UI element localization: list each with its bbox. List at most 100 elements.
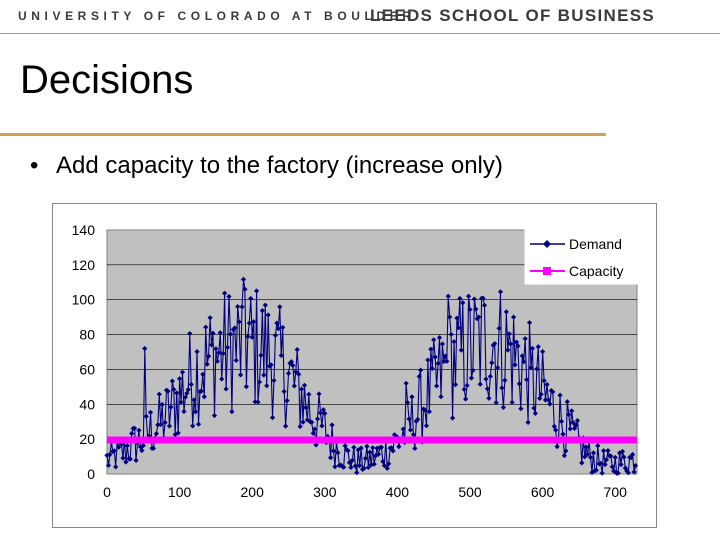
demand-point xyxy=(442,353,448,359)
demand-point xyxy=(605,448,611,454)
demand-point xyxy=(192,409,199,415)
demand-point xyxy=(365,464,371,471)
y-tick-label: 40 xyxy=(79,396,95,412)
demand-point xyxy=(233,357,239,364)
demand-point xyxy=(518,406,524,412)
demand-point xyxy=(447,314,453,320)
demand-point xyxy=(545,397,552,403)
demand-point xyxy=(297,423,303,430)
demand-point xyxy=(410,432,416,438)
demand-point xyxy=(448,331,454,338)
demand-point xyxy=(409,394,415,400)
demand-point xyxy=(564,399,570,405)
demand-point xyxy=(236,319,242,325)
x-tick-label: 0 xyxy=(103,484,111,500)
demand-point xyxy=(435,360,441,366)
demand-point xyxy=(551,423,557,430)
demand-point xyxy=(432,354,438,360)
demand-point xyxy=(223,386,229,392)
demand-point xyxy=(540,349,546,355)
demand-point xyxy=(529,345,536,352)
demand-point xyxy=(625,470,631,476)
demand-point xyxy=(278,352,284,359)
demand-point xyxy=(396,444,402,450)
demand-point xyxy=(285,370,292,377)
demand-point xyxy=(526,320,533,326)
demand-point xyxy=(484,386,491,392)
demand-point xyxy=(142,345,148,352)
demand-point xyxy=(481,302,488,308)
demand-point xyxy=(590,450,597,456)
demand-point xyxy=(521,359,527,365)
demand-point xyxy=(147,409,154,415)
demand-point xyxy=(406,416,412,422)
demand-point xyxy=(439,341,446,347)
demand-capacity-chart: 0 20 40 60 80 100 120 140 0 100 200 300 400 500 600 700… xyxy=(72,222,639,500)
y-tick-label: 140 xyxy=(72,222,96,238)
demand-point xyxy=(631,469,637,475)
demand-point xyxy=(291,383,297,389)
demand-point xyxy=(275,326,281,332)
legend-capacity-marker xyxy=(543,267,551,275)
demand-point xyxy=(573,422,579,428)
demand-point xyxy=(345,448,351,454)
demand-point xyxy=(131,425,138,431)
demand-point xyxy=(602,461,608,468)
demand-point xyxy=(567,426,573,432)
demand-point xyxy=(373,453,379,459)
demand-point xyxy=(203,324,209,330)
demand-point xyxy=(188,381,194,387)
demand-point xyxy=(516,381,522,387)
demand-point xyxy=(510,314,517,320)
demand-point xyxy=(358,445,364,451)
demand-point xyxy=(458,347,464,353)
demand-point xyxy=(471,296,477,302)
demand-point xyxy=(512,362,518,368)
y-tick-label: 80 xyxy=(79,327,95,343)
demand-point xyxy=(184,390,190,396)
demand-point xyxy=(632,463,639,469)
bullet-marker: • xyxy=(30,152,39,179)
y-tick-label: 120 xyxy=(72,257,96,273)
demand-point xyxy=(422,407,428,413)
demand-point xyxy=(505,347,511,353)
x-tick-label: 500 xyxy=(458,484,482,500)
legend-demand-label: Demand xyxy=(569,236,622,252)
x-tick-label: 400 xyxy=(386,484,410,500)
demand-point xyxy=(601,448,607,454)
demand-point xyxy=(609,464,615,470)
demand-point xyxy=(349,457,355,463)
demand-point xyxy=(179,369,186,375)
demand-point xyxy=(322,410,328,417)
demand-point xyxy=(301,382,308,388)
demand-point xyxy=(593,467,599,473)
demand-point xyxy=(487,373,493,380)
demand-point xyxy=(480,295,486,301)
demand-point xyxy=(242,286,248,292)
demand-point xyxy=(381,462,387,469)
demand-point xyxy=(113,464,119,470)
demand-point xyxy=(531,405,537,411)
demand-point xyxy=(603,457,610,463)
y-tick-label: 100 xyxy=(72,292,96,308)
demand-point xyxy=(486,395,492,401)
demand-point xyxy=(346,460,353,466)
demand-point xyxy=(445,293,451,299)
demand-point xyxy=(598,460,604,466)
demand-point xyxy=(303,404,309,411)
demand-point xyxy=(146,433,152,439)
demand-point xyxy=(361,465,367,471)
university-name: UNIVERSITY OF COLORADO AT BOULDER xyxy=(18,9,416,23)
demand-point xyxy=(304,417,310,423)
demand-point xyxy=(325,433,331,440)
demand-point xyxy=(320,407,326,413)
demand-point xyxy=(489,360,495,366)
demand-point xyxy=(403,380,409,386)
demand-point xyxy=(272,332,279,339)
demand-point xyxy=(168,404,174,410)
demand-point xyxy=(265,312,271,318)
demand-point xyxy=(451,339,457,345)
demand-point xyxy=(354,470,360,476)
slide-title: Decisions xyxy=(20,58,194,102)
x-tick-label: 700 xyxy=(604,484,628,500)
